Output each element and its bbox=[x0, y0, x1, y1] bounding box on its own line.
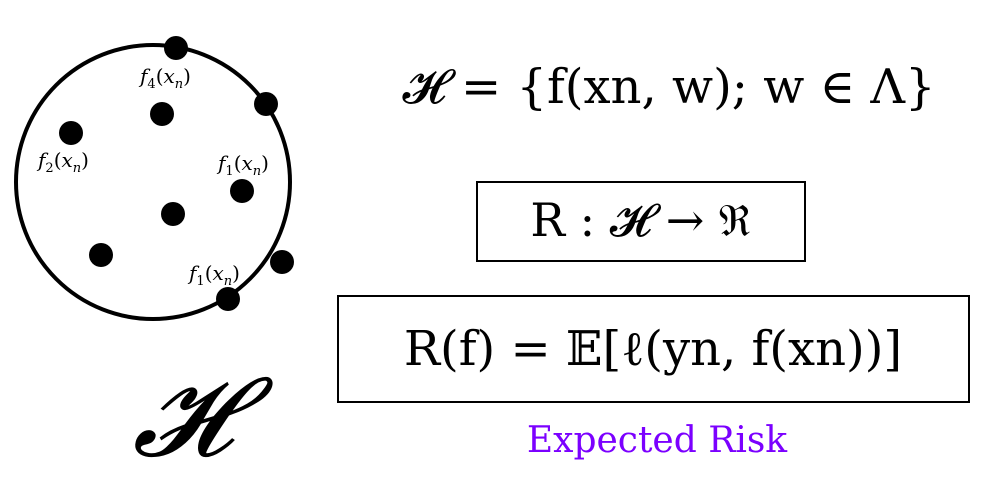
hypothesis-point bbox=[164, 36, 188, 60]
hypothesis-points bbox=[59, 36, 294, 311]
hypothesis-point bbox=[270, 250, 294, 274]
hypothesis-point bbox=[89, 243, 113, 267]
hypothesis-space-symbol: 𝓗 bbox=[132, 353, 273, 479]
hypothesis-point bbox=[254, 92, 278, 116]
expected-risk-box bbox=[337, 295, 970, 403]
hypothesis-point bbox=[150, 102, 174, 126]
point-label-f2: f2(xn) bbox=[36, 148, 89, 176]
risk-map-equation: R : 𝓗 → ℜ bbox=[530, 193, 751, 247]
hypothesis-set-equation: 𝓗 = {f(xn, w); w ∈ Λ} bbox=[402, 59, 935, 115]
point-label-f1-upper: f1(xn) bbox=[216, 151, 269, 179]
hypothesis-point bbox=[216, 287, 240, 311]
expected-risk-caption: Expected Risk bbox=[527, 420, 788, 461]
hypothesis-point bbox=[59, 121, 83, 145]
expected-risk-equation: R(f) = 𝔼[ℓ(yn, f(xn))] bbox=[404, 321, 902, 377]
hypothesis-space-circle bbox=[14, 43, 292, 321]
hypothesis-point bbox=[230, 179, 254, 203]
risk-map-box bbox=[476, 181, 806, 262]
point-label-f1-lower: f1(xn) bbox=[187, 261, 240, 289]
hypothesis-point bbox=[161, 202, 185, 226]
point-label-f4: f4(xn) bbox=[138, 64, 191, 92]
